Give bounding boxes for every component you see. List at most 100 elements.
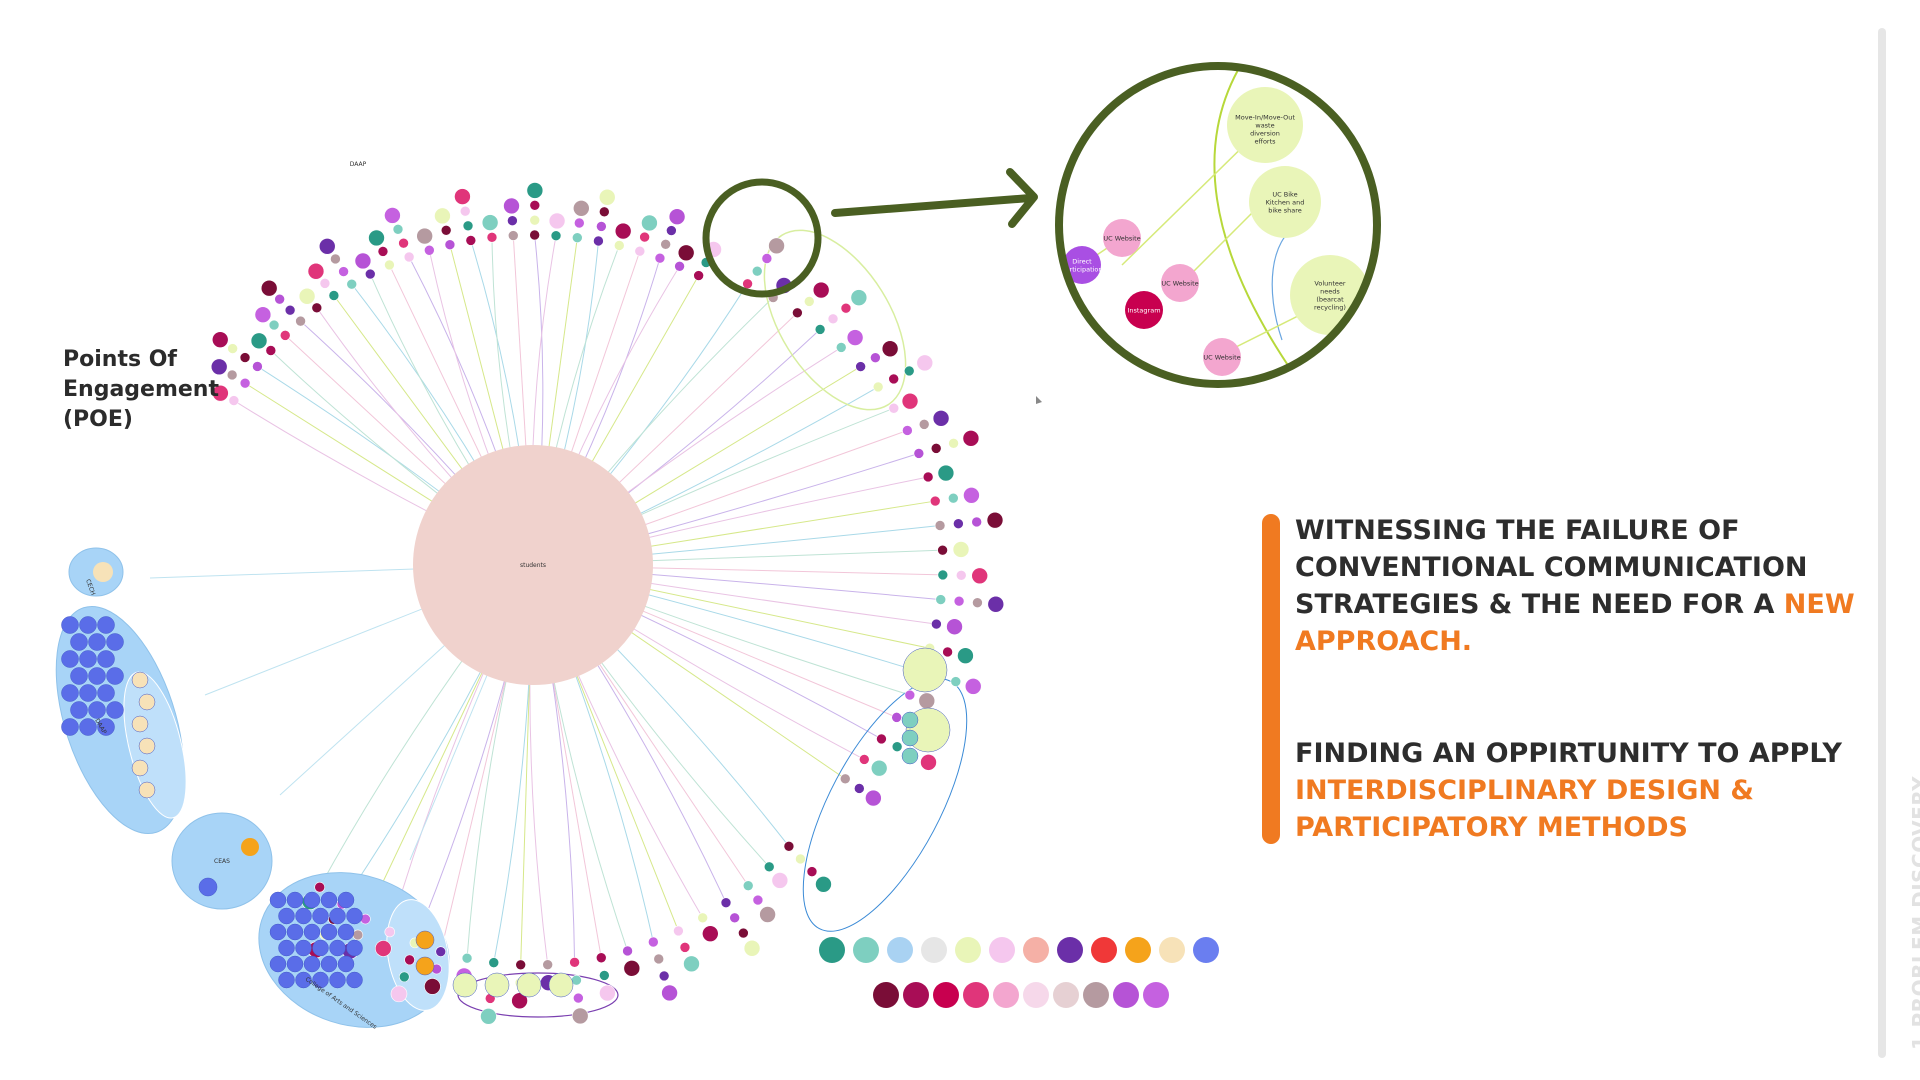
department-node [901,729,919,747]
poe-node [465,235,477,246]
poe-node [932,410,950,427]
department-node [484,972,510,998]
poe-node [865,789,882,807]
department-node [138,781,156,799]
poe-node [673,925,684,937]
poe-node [935,594,947,605]
poe-node [803,296,815,307]
poe-node [743,939,761,957]
poe-node [658,970,670,982]
poe-node [598,188,616,206]
daap-label: DAAP [350,161,367,168]
poe-node [964,678,982,695]
department-node [70,633,88,651]
poe-node [679,942,691,953]
zoom-node [1161,264,1199,302]
poe-node [987,595,1005,613]
poe-node [814,324,826,335]
poe-node [461,952,473,964]
poe-node [903,365,915,377]
department-node [320,923,338,941]
statement-failure: WITNESSING THE FAILURE OF CONVENTIONAL C… [1295,512,1855,660]
zoom-node-label: (bearcat [1316,296,1344,304]
department-node [70,701,88,719]
poe-node [668,208,686,226]
poe-node [639,231,650,243]
poe-node [971,516,982,528]
poe-node [930,443,942,454]
zoom-node [1203,338,1241,376]
department-node [303,891,321,909]
legend-swatch [955,937,981,963]
poe-node [338,266,349,277]
poe-node [806,866,818,877]
poe-node [962,430,980,447]
legend-swatch [963,982,989,1008]
poe-node [239,352,251,363]
legend-swatch [873,982,899,1008]
poe-node [507,215,518,227]
right-cluster-outline [802,678,968,932]
legend-swatch [1113,982,1139,1008]
poe-node [916,354,934,372]
poe-node [384,259,395,271]
poe-node [318,238,336,255]
poe-node [931,618,942,630]
poe-node [599,206,610,218]
zoom-node-label: Instagram [1127,307,1160,315]
poe-node [526,182,544,199]
department-node [79,718,97,736]
poe-node [937,569,949,581]
poe-node [876,733,887,745]
department-node [79,684,97,702]
department-node [286,955,304,973]
poe-node [846,329,864,346]
poe-node [384,207,401,224]
statement-opportunity: FINDING AN OPPIRTUNITY TO APPLY INTERDIS… [1295,735,1855,846]
poe-node [858,754,870,765]
department-node [138,693,156,711]
poe-node [390,985,408,1003]
poe-node [870,759,888,777]
ceas-group-bubble [171,812,273,910]
department-node [337,955,355,973]
legend-swatch [1193,937,1219,963]
poe-node [573,992,584,1004]
poe-node [392,223,404,235]
legend-swatch [1023,982,1049,1008]
zoom-arrowhead [1006,168,1038,228]
daap-group-bubble [55,605,185,835]
poe-node [440,224,452,236]
poe-node [622,945,633,957]
statement-failure-highlight: NEW APPROACH. [1295,589,1855,657]
legend-swatch [1083,982,1109,1008]
zoom-node-label: participation [1061,266,1102,274]
poe-node [459,205,471,217]
department-node [295,939,312,957]
department-node [61,616,79,634]
poe-node [488,957,500,968]
poe-node [260,279,278,297]
poe-node [284,304,296,316]
poe-node [888,373,900,385]
poe-node [364,268,376,280]
poe-node [792,307,803,319]
poe-node [573,199,590,217]
zoom-arrow [831,194,1034,217]
statement-opportunity-highlight: INTERDISCIPLINARY DESIGN & PARTICIPATORY… [1295,775,1754,843]
poe-node [279,330,291,341]
department-node [61,650,79,668]
poe-node [368,229,385,247]
poe-node [424,244,435,256]
ceas-label: CEAS [214,858,230,865]
poe-node [835,342,847,353]
poe-node [840,302,852,314]
poe-node [702,925,719,942]
poe-node [953,595,965,607]
department-node [278,939,295,957]
department-node [415,956,435,976]
poe-node [888,402,900,414]
section-rail [1878,28,1886,1058]
department-node [346,907,363,925]
